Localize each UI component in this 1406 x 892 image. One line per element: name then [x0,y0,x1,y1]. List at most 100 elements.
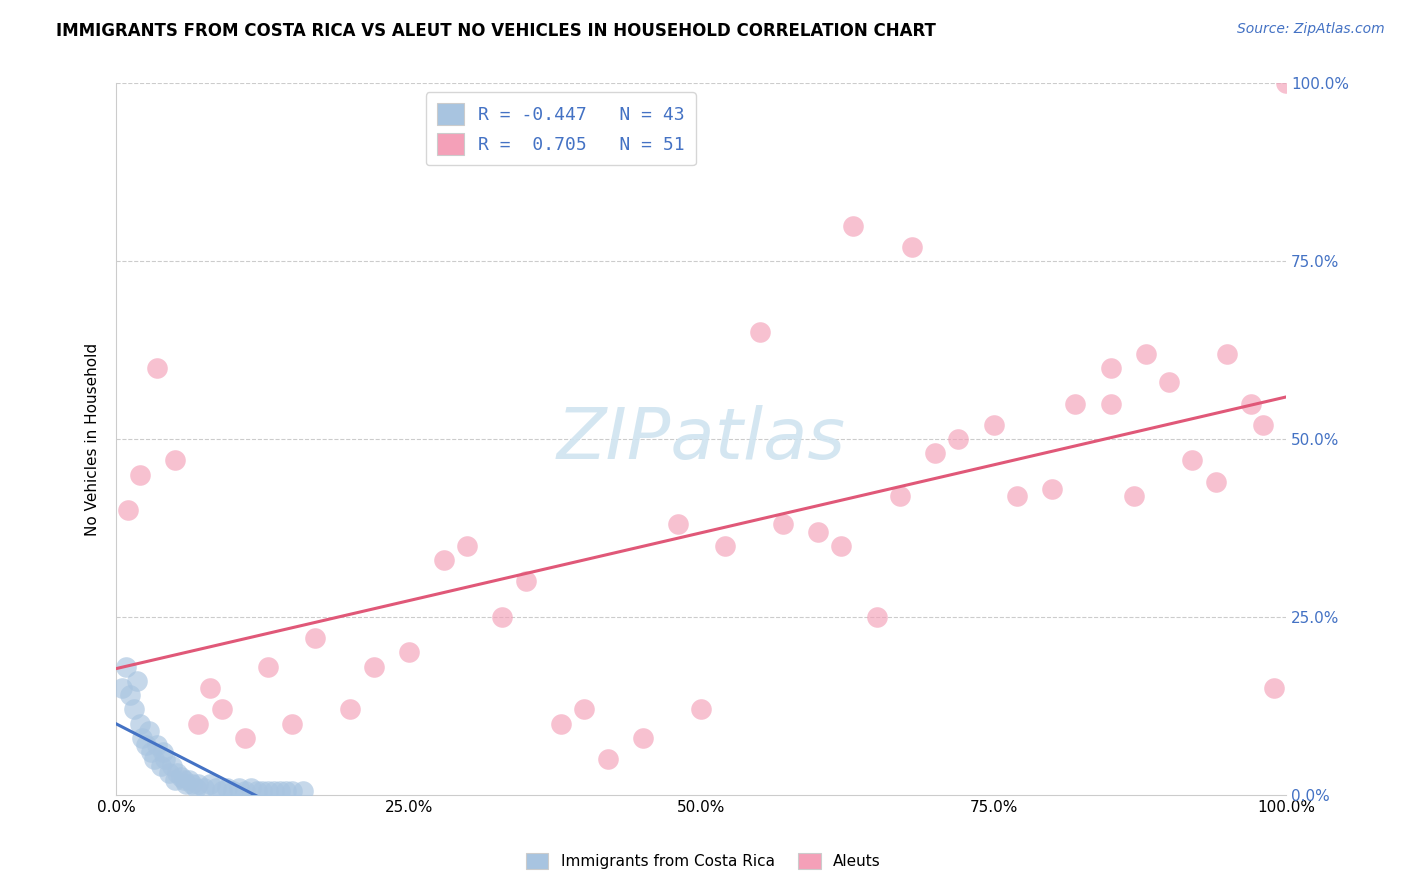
Point [120,688,142,702]
Point [122,702,145,716]
Point [596,752,619,766]
Point [198,777,221,791]
Point [217,780,239,795]
Point [157,766,180,780]
Point [631,731,654,745]
Point [948,432,970,446]
Point [187,777,209,791]
Point [280,716,302,731]
Point [550,716,572,731]
Legend: Immigrants from Costa Rica, Aleuts: Immigrants from Costa Rica, Aleuts [519,847,887,875]
Text: Source: ZipAtlas.com: Source: ZipAtlas.com [1237,22,1385,37]
Point [491,610,513,624]
Point [830,539,852,553]
Point [169,770,191,784]
Point [690,702,713,716]
Point [163,453,186,467]
Point [280,784,302,798]
Point [146,738,169,752]
Point [204,780,226,795]
Point [1263,681,1285,695]
Point [176,777,198,791]
Point [304,631,326,645]
Point [257,784,280,798]
Point [211,784,233,798]
Point [211,702,233,716]
Point [141,745,163,759]
Point [152,745,174,759]
Point [807,524,830,539]
Point [166,766,188,780]
Point [748,326,770,340]
Point [433,553,456,567]
Point [1005,489,1028,503]
Point [1216,347,1239,361]
Point [111,681,134,695]
Point [1251,417,1274,432]
Point [127,673,149,688]
Point [198,681,221,695]
Point [515,574,537,589]
Point [138,723,160,738]
Point [128,716,150,731]
Point [865,610,887,624]
Text: IMMIGRANTS FROM COSTA RICA VS ALEUT NO VEHICLES IN HOUSEHOLD CORRELATION CHART: IMMIGRANTS FROM COSTA RICA VS ALEUT NO V… [56,22,936,40]
Point [193,780,215,795]
Point [128,467,150,482]
Point [114,659,136,673]
Point [155,752,177,766]
Point [900,240,922,254]
Point [187,716,209,731]
Point [233,784,256,798]
Point [181,777,204,791]
Point [162,759,184,773]
Point [163,773,186,788]
Point [772,517,794,532]
Point [1099,396,1122,410]
Point [228,780,250,795]
Point [233,731,256,745]
Point [274,784,297,798]
Legend: R = -0.447   N = 43, R =  0.705   N = 51: R = -0.447 N = 43, R = 0.705 N = 51 [426,93,696,165]
Point [146,360,169,375]
Point [1240,396,1263,410]
Point [134,738,156,752]
Point [842,219,865,233]
Point [339,702,361,716]
Point [1064,396,1087,410]
Point [1122,489,1144,503]
Point [173,773,195,788]
Point [117,503,139,517]
Point [239,780,262,795]
Point [269,784,291,798]
Point [363,659,385,673]
Point [456,539,478,553]
Point [924,446,946,460]
Point [713,539,735,553]
Point [131,731,153,745]
Text: ZIPatlas: ZIPatlas [557,405,845,474]
Point [398,645,420,659]
Point [666,517,689,532]
Point [184,780,207,795]
Point [252,784,274,798]
Point [572,702,595,716]
Point [142,752,165,766]
Point [263,784,285,798]
Point [177,773,200,788]
Point [149,759,172,773]
Point [246,784,269,798]
Point [292,784,315,798]
Point [1181,453,1204,467]
Point [983,417,1005,432]
Point [1205,475,1227,489]
Point [1040,482,1063,496]
Point [889,489,911,503]
Point [1275,77,1298,91]
Point [257,659,280,673]
Point [222,784,245,798]
Point [1135,347,1157,361]
Point [1157,375,1180,389]
Y-axis label: No Vehicles in Household: No Vehicles in Household [86,343,100,535]
Point [1099,360,1122,375]
